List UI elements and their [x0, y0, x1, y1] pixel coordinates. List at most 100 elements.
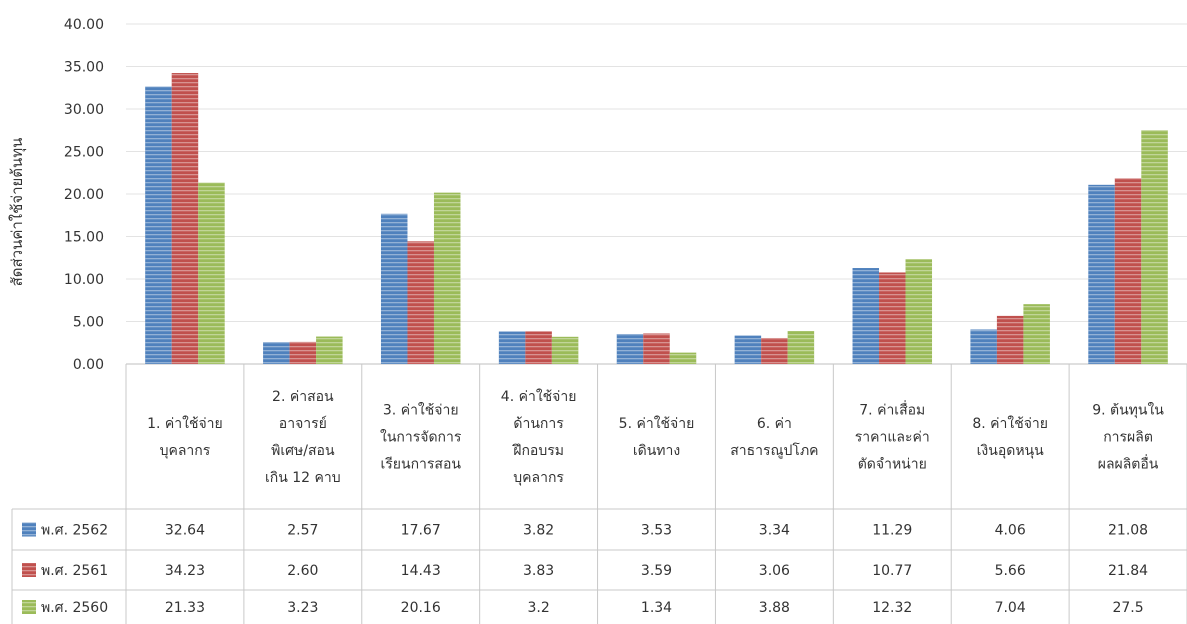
category-label: ราคาและค่า	[855, 430, 930, 446]
bar-series	[145, 73, 1168, 365]
y-tick-label: 0.00	[73, 357, 104, 373]
bar	[1114, 178, 1142, 364]
bar	[787, 331, 815, 364]
table-value: 20.16	[401, 600, 441, 616]
category-label: 1. ค่าใช้จ่าย	[147, 415, 223, 432]
category-label: 6. ค่า	[757, 416, 792, 432]
category-label: 8. ค่าใช้จ่าย	[972, 415, 1048, 432]
category-label: เรียนการสอน	[380, 457, 461, 473]
y-tick-label: 10.00	[64, 272, 104, 288]
table-value: 1.34	[641, 600, 672, 616]
category-label: บุคลากร	[513, 470, 564, 486]
bar	[734, 335, 762, 364]
category-label: เกิน 12 คาบ	[265, 470, 341, 486]
table-value: 10.77	[872, 563, 912, 579]
category-label: ในการจัดการ	[380, 429, 462, 446]
series-name: พ.ศ. 2561	[41, 563, 108, 579]
bar	[145, 86, 172, 364]
table-value: 7.04	[995, 600, 1026, 616]
bar	[970, 329, 997, 364]
bar	[996, 315, 1024, 364]
category-label: บุคลากร	[160, 443, 211, 459]
category-label: เดินทาง	[633, 443, 680, 459]
y-axis-tick-labels: 0.00 5.00 10.00 15.00 20.00 25.00 30.00 35.00 40…	[64, 17, 104, 373]
gridlines	[126, 23, 1187, 365]
y-tick-label: 25.00	[64, 145, 104, 161]
category-label: สาธารณูปโภค	[730, 442, 818, 459]
bar	[498, 331, 526, 364]
table-value: 12.32	[872, 600, 912, 616]
category-label: ผลผลิตอื่น	[1098, 455, 1159, 473]
category-label: เงินอุดหนุน	[977, 443, 1044, 459]
category-label: 5. ค่าใช้จ่าย	[619, 415, 695, 432]
bar	[171, 73, 199, 365]
bar	[1141, 130, 1168, 364]
bar	[905, 259, 933, 364]
y-tick-label: 30.00	[64, 102, 104, 118]
category-label: ฝึกอบรม	[512, 443, 564, 459]
legend-key	[22, 563, 36, 577]
bar	[407, 241, 434, 364]
table-value: 3.59	[641, 563, 672, 579]
bar	[380, 213, 408, 364]
table-value: 21.84	[1108, 563, 1148, 579]
category-label: อาจารย์	[279, 415, 327, 432]
y-tick-label: 35.00	[64, 60, 104, 76]
bar	[289, 341, 317, 364]
table-value: 17.67	[401, 523, 441, 539]
category-label: 2. ค่าสอน	[272, 389, 334, 405]
table-value: 14.43	[401, 563, 441, 579]
table-value: 3.82	[523, 523, 554, 539]
series-name: พ.ศ. 2562	[41, 523, 108, 539]
table-value: 3.88	[759, 600, 790, 616]
bar	[551, 336, 579, 364]
bar	[1088, 184, 1115, 364]
table-value: 3.2	[527, 600, 549, 616]
bar	[669, 352, 697, 364]
bar	[1023, 304, 1050, 364]
table-value: 3.83	[523, 563, 554, 579]
category-label: 7. ค่าเสื่อม	[859, 401, 925, 419]
table-value: 3.23	[287, 600, 318, 616]
table-value: 3.53	[641, 523, 672, 539]
legend-key	[22, 522, 36, 537]
bar	[433, 192, 461, 364]
bar	[198, 182, 225, 364]
data-table: 1. ค่าใช้จ่ายบุคลากร 2. ค่าสอนอาจารย์พิเศ…	[11, 364, 1187, 624]
series-name: พ.ศ. 2560	[41, 600, 108, 616]
y-axis-label: สัดส่วนค่าใช้จ่ายต้นทุน	[8, 138, 27, 287]
bar	[643, 333, 670, 364]
bar	[852, 268, 880, 364]
table-value: 5.66	[995, 563, 1026, 579]
table-value: 4.06	[995, 523, 1026, 539]
legend-key	[22, 600, 36, 614]
bar	[879, 272, 906, 364]
table-value: 21.33	[165, 600, 205, 616]
y-tick-label: 5.00	[73, 315, 104, 331]
bar	[263, 342, 290, 364]
category-label: 9. ต้นทุนใน	[1092, 402, 1164, 419]
y-tick-label: 15.00	[64, 230, 104, 246]
category-label: การผลิต	[1103, 430, 1153, 446]
table-value: 27.5	[1112, 600, 1143, 616]
bar	[316, 336, 343, 364]
table-value: 2.60	[287, 563, 318, 579]
table-value: 11.29	[872, 523, 912, 539]
y-tick-label: 40.00	[64, 17, 104, 33]
table-value: 32.64	[165, 523, 205, 539]
y-tick-label: 20.00	[64, 187, 104, 203]
table-value: 21.08	[1108, 523, 1148, 539]
bar	[616, 333, 644, 364]
table-value: 34.23	[165, 563, 205, 579]
bar	[761, 337, 788, 364]
table-value: 2.57	[287, 523, 318, 539]
bar	[525, 331, 552, 364]
category-label: พิเศษ/สอน	[271, 443, 335, 459]
table-value: 3.06	[759, 563, 790, 579]
category-label: 4. ค่าใช้จ่าย	[501, 388, 577, 405]
category-label: 3. ค่าใช้จ่าย	[383, 402, 459, 419]
category-label: ด้านการ	[513, 416, 564, 432]
table-value: 3.34	[759, 523, 790, 539]
category-label: ตัดจำหน่าย	[858, 457, 927, 473]
